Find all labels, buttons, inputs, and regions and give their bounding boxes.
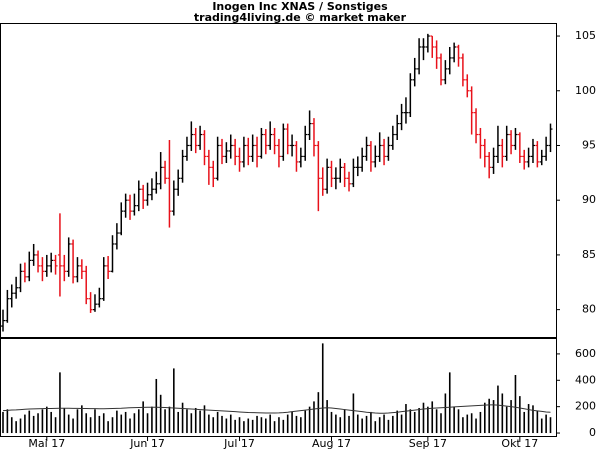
chart-title: Inogen Inc XNAS / Sonstiges bbox=[212, 0, 388, 13]
x-tick-label: Okt 17 bbox=[501, 437, 538, 450]
x-tick-label: Sep 17 bbox=[409, 437, 447, 450]
x-tick-label: Mai 17 bbox=[28, 437, 65, 450]
y-tick-label: 85 bbox=[582, 248, 596, 261]
x-tick-label: Aug 17 bbox=[312, 437, 351, 450]
volume-frame bbox=[0, 338, 557, 437]
y-tick-label: 200 bbox=[575, 400, 596, 413]
y-tick-label: 400 bbox=[575, 373, 596, 386]
y-tick-label: 95 bbox=[582, 138, 596, 151]
x-tick-label: Jun 17 bbox=[129, 437, 165, 450]
y-tick-label: 105 bbox=[575, 29, 596, 42]
chart-subtitle: trading4living.de © market maker bbox=[194, 11, 407, 24]
y-tick-label: 80 bbox=[582, 303, 596, 316]
y-tick-label: 0 bbox=[589, 426, 596, 439]
y-tick-label: 100 bbox=[575, 84, 596, 97]
price-frame bbox=[0, 23, 557, 338]
y-tick-label: 90 bbox=[582, 193, 596, 206]
x-tick-label: Jul 17 bbox=[223, 437, 255, 450]
volume-average bbox=[2, 404, 551, 414]
y-tick-label: 600 bbox=[575, 347, 596, 360]
